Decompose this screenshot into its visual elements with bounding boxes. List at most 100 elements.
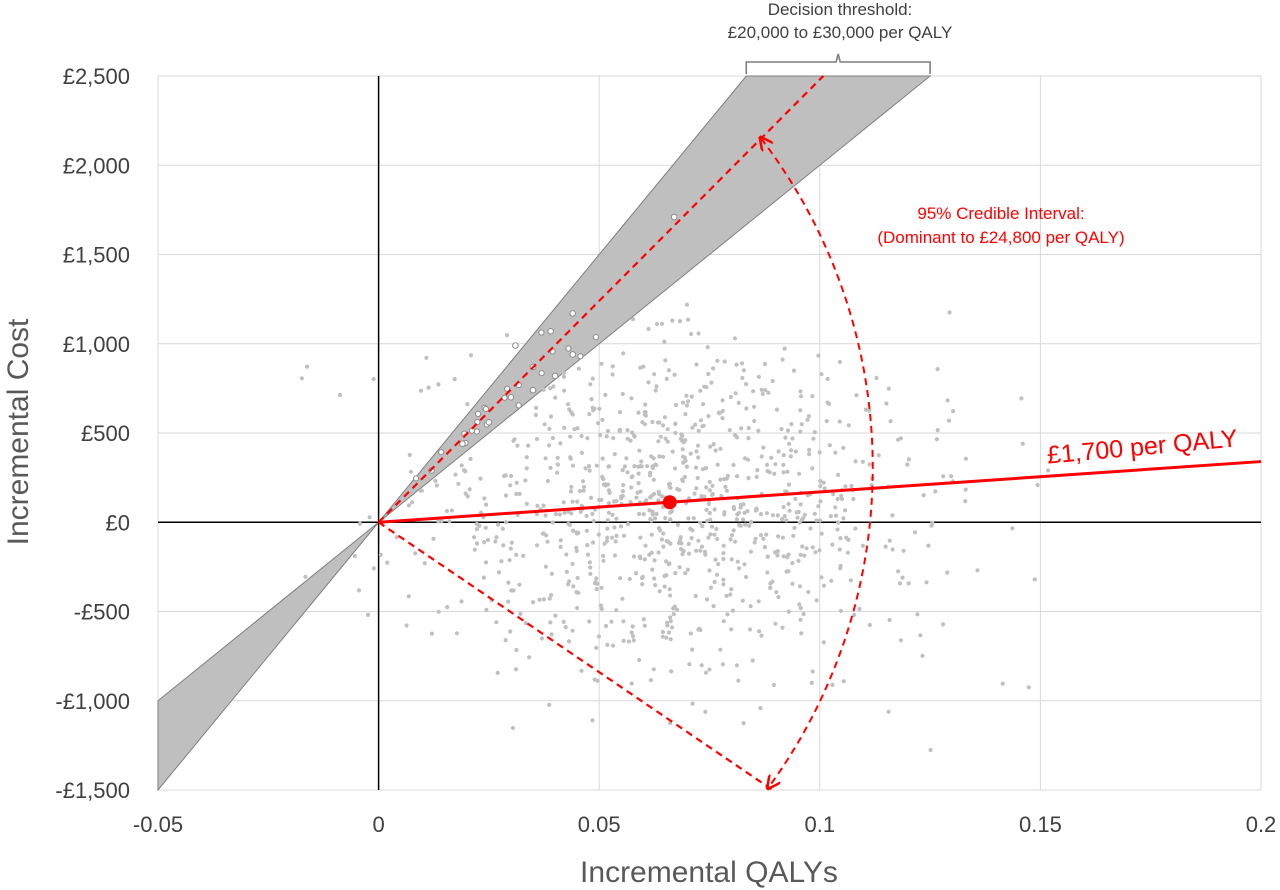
sample-point (900, 575, 905, 580)
sample-point (780, 625, 785, 630)
sample-point (741, 368, 747, 373)
sample-point (836, 472, 841, 477)
sample-point (602, 541, 607, 546)
sample-point (704, 507, 709, 512)
sample-point (574, 590, 579, 595)
sample-point (701, 402, 706, 407)
sample-point (854, 393, 859, 398)
sample-point (461, 468, 467, 473)
sample-point (742, 510, 747, 515)
sample-point (613, 539, 618, 544)
sample-point (747, 523, 752, 528)
sample-point (658, 434, 663, 439)
sample-point (688, 631, 693, 636)
sample-point (506, 580, 511, 585)
sample-point (534, 543, 540, 548)
sample-point (656, 489, 661, 494)
sample-point (569, 351, 577, 358)
sample-point (454, 631, 459, 636)
sample-point (548, 465, 553, 470)
sample-point (603, 483, 608, 488)
sample-point (817, 450, 822, 455)
sample-point (807, 447, 812, 452)
sample-point (656, 439, 661, 444)
sample-point (673, 571, 678, 576)
sample-point (849, 483, 854, 489)
sample-point (690, 425, 695, 430)
sample-point (736, 678, 741, 683)
sample-point (744, 574, 749, 580)
sample-point (499, 559, 504, 564)
sample-point (781, 462, 786, 467)
sample-point (781, 470, 786, 475)
sample-point (941, 474, 946, 479)
sample-point (678, 537, 683, 543)
sample-point (708, 444, 713, 449)
sample-point (740, 598, 745, 603)
sample-point (652, 372, 657, 377)
sample-point (484, 607, 489, 613)
sample-point (707, 479, 712, 485)
sample-point (482, 405, 489, 413)
sample-point (704, 597, 710, 602)
sample-point (589, 397, 594, 402)
sample-point (759, 633, 764, 638)
sample-point (433, 478, 438, 483)
sample-point (621, 483, 626, 488)
sample-point (721, 543, 726, 548)
sample-point (661, 544, 666, 549)
sample-point (670, 625, 675, 630)
sample-point (507, 558, 512, 563)
sample-point (774, 407, 780, 412)
sample-point (614, 608, 619, 613)
sample-point (1032, 577, 1037, 582)
sample-point (918, 633, 923, 638)
sample-point (636, 471, 641, 476)
sample-point (785, 555, 790, 560)
y-tick-label: £2,000 (63, 153, 130, 178)
sample-point (715, 462, 720, 467)
sample-point (638, 365, 643, 370)
sample-point (821, 583, 827, 588)
sample-point (643, 410, 648, 415)
sample-point (629, 630, 634, 635)
sample-point (570, 463, 576, 468)
sample-point (729, 533, 735, 538)
y-tick-label: £1,000 (63, 332, 130, 357)
sample-point (643, 402, 648, 407)
sample-point (584, 528, 590, 533)
sample-point (715, 536, 720, 542)
sample-point (576, 530, 581, 536)
sample-point (642, 557, 647, 562)
sample-point (734, 517, 740, 522)
sample-point (524, 501, 530, 506)
x-tick-label: -0.05 (133, 812, 183, 837)
sample-point (843, 508, 848, 513)
sample-point (772, 471, 777, 476)
sample-point (543, 564, 549, 569)
sample-point (668, 637, 673, 642)
sample-point (592, 334, 600, 341)
point-estimate (662, 495, 677, 510)
sample-point (729, 587, 734, 592)
sample-point (631, 638, 636, 643)
sample-point (833, 450, 838, 455)
sample-point (813, 550, 818, 555)
sample-point (764, 532, 769, 537)
sample-point (606, 464, 611, 469)
sample-point (786, 482, 792, 487)
sample-point (666, 630, 672, 635)
sample-point (549, 632, 554, 637)
sample-point (660, 423, 666, 428)
sample-point (612, 525, 617, 530)
sample-point (611, 436, 616, 441)
ci-lower-bound-line (377, 521, 774, 791)
sample-point (814, 598, 819, 603)
sample-point (566, 582, 571, 587)
sample-point (896, 569, 901, 574)
sample-point (780, 517, 785, 522)
sample-point (550, 520, 555, 525)
threshold-band (157, 75, 932, 792)
sample-point (626, 639, 632, 644)
sample-point (568, 434, 573, 439)
